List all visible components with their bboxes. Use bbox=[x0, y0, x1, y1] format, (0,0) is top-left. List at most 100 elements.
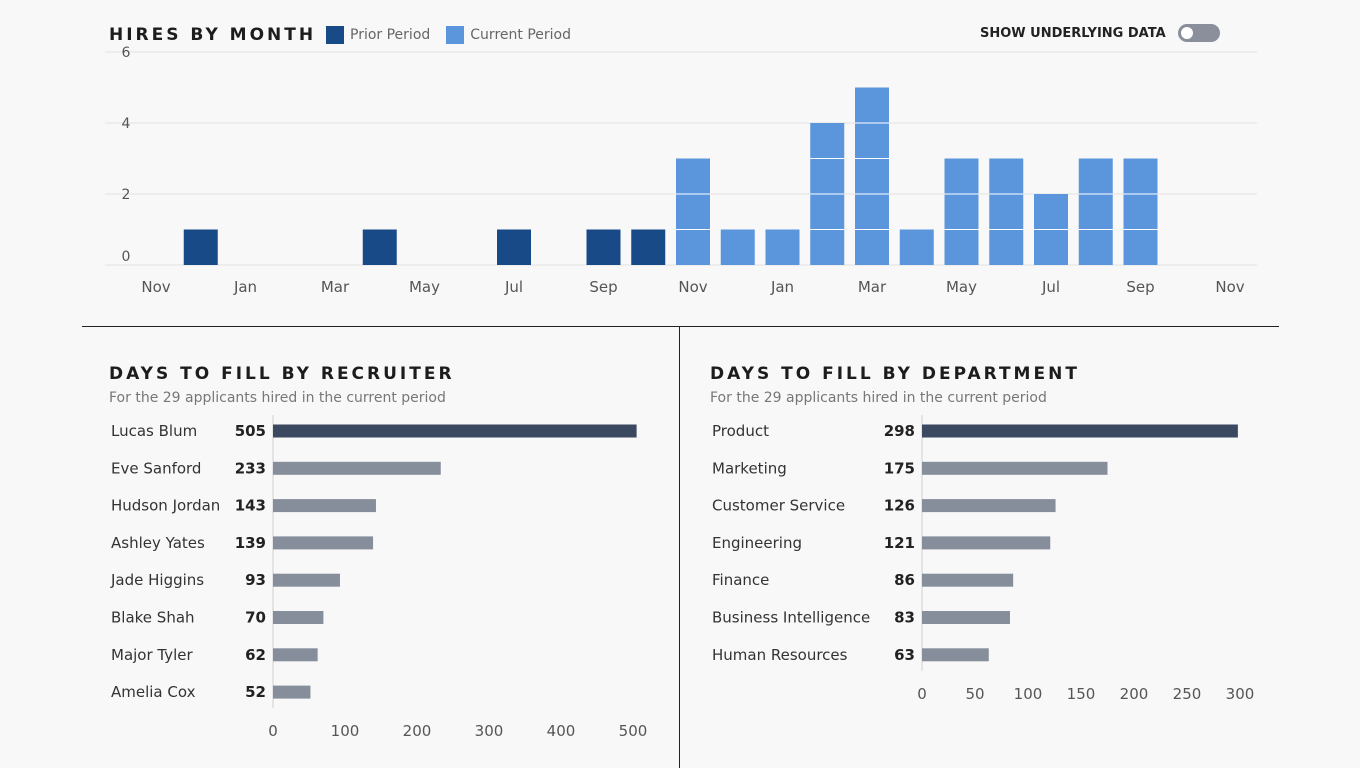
recruiter-x-tick-label: 100 bbox=[331, 722, 360, 740]
recruiter-chart-title: DAYS TO FILL BY RECRUITER bbox=[109, 364, 455, 384]
hires-chart-title: HIRES BY MONTH bbox=[109, 25, 317, 45]
hires-bar bbox=[765, 229, 800, 265]
vertical-divider bbox=[679, 327, 680, 768]
hires-bar bbox=[676, 158, 710, 265]
hires-x-tick-label: Mar bbox=[321, 278, 350, 296]
recruiter-bar bbox=[273, 536, 374, 550]
hires-bar bbox=[989, 158, 1024, 265]
hires-x-tick-label: Nov bbox=[678, 278, 707, 296]
department-category-label: Human Resources bbox=[712, 646, 848, 664]
department-value-label: 121 bbox=[884, 534, 915, 552]
recruiter-bar bbox=[273, 573, 340, 587]
hires-x-tick-label: Jan bbox=[770, 278, 794, 296]
recruiter-value-label: 70 bbox=[245, 609, 266, 627]
department-category-label: Business Intelligence bbox=[712, 609, 870, 627]
department-x-tick-label: 100 bbox=[1014, 685, 1043, 703]
department-category-label: Marketing bbox=[712, 459, 787, 477]
hires-bar bbox=[720, 229, 755, 265]
legend-current-label: Current Period bbox=[470, 27, 571, 43]
recruiter-value-label: 139 bbox=[235, 534, 266, 552]
recruiter-bar bbox=[273, 685, 311, 699]
recruiter-value-label: 233 bbox=[235, 459, 266, 477]
recruiter-category-label: Ashley Yates bbox=[111, 534, 205, 552]
recruiter-value-label: 143 bbox=[235, 497, 266, 515]
hires-x-tick-label: Nov bbox=[141, 278, 170, 296]
legend-current-swatch bbox=[446, 26, 465, 44]
department-bar bbox=[922, 499, 1056, 513]
show-underlying-data-control: SHOW UNDERLYING DATA bbox=[980, 24, 1220, 42]
department-chart-subtitle: For the 29 applicants hired in the curre… bbox=[710, 390, 1047, 406]
hires-x-tick-label: May bbox=[946, 278, 977, 296]
department-x-tick-label: 250 bbox=[1173, 685, 1202, 703]
recruiter-x-tick-label: 500 bbox=[619, 722, 648, 740]
horizontal-divider bbox=[82, 326, 1279, 327]
hires-x-tick-label: Sep bbox=[1126, 278, 1154, 296]
department-category-label: Customer Service bbox=[712, 497, 845, 515]
recruiter-category-label: Major Tyler bbox=[111, 646, 194, 664]
hires-bar bbox=[1078, 158, 1113, 265]
recruiter-x-tick-label: 200 bbox=[403, 722, 432, 740]
hires-x-tick-label: Mar bbox=[858, 278, 887, 296]
department-bar bbox=[922, 536, 1051, 550]
department-value-label: 83 bbox=[894, 609, 915, 627]
legend-current-period[interactable]: Current Period bbox=[446, 26, 571, 44]
department-x-tick-label: 50 bbox=[965, 685, 984, 703]
hires-bar bbox=[855, 87, 889, 265]
department-value-label: 86 bbox=[894, 571, 915, 589]
hires-x-tick-label: Jul bbox=[504, 278, 523, 296]
hires-x-tick-label: Jan bbox=[233, 278, 257, 296]
department-x-tick-label: 0 bbox=[917, 685, 927, 703]
recruiter-category-label: Blake Shah bbox=[111, 609, 195, 627]
recruiter-value-label: 505 bbox=[235, 422, 266, 440]
recruiter-category-label: Lucas Blum bbox=[111, 422, 197, 440]
recruiter-x-tick-label: 400 bbox=[547, 722, 576, 740]
recruiter-value-label: 52 bbox=[245, 683, 266, 701]
hires-x-tick-label: Jul bbox=[1041, 278, 1060, 296]
department-value-label: 298 bbox=[884, 422, 915, 440]
recruiter-bar bbox=[273, 611, 324, 624]
department-x-tick-label: 150 bbox=[1067, 685, 1096, 703]
hires-bar bbox=[497, 229, 531, 265]
department-x-tick-label: 300 bbox=[1226, 685, 1255, 703]
recruiter-chart-subtitle: For the 29 applicants hired in the curre… bbox=[109, 390, 446, 406]
legend-prior-period[interactable]: Prior Period bbox=[326, 26, 430, 44]
show-underlying-data-label: SHOW UNDERLYING DATA bbox=[980, 25, 1166, 41]
hires-bar bbox=[631, 229, 666, 265]
recruiter-category-label: Jade Higgins bbox=[110, 571, 204, 589]
recruiter-value-label: 62 bbox=[245, 646, 266, 664]
toggle-knob bbox=[1180, 27, 1193, 39]
department-chart-title: DAYS TO FILL BY DEPARTMENT bbox=[710, 364, 1080, 384]
recruiter-x-tick-label: 0 bbox=[268, 722, 278, 740]
legend-prior-swatch bbox=[326, 26, 344, 44]
recruiter-bar bbox=[273, 424, 637, 438]
department-bar bbox=[922, 573, 1014, 587]
hires-x-tick-label: May bbox=[409, 278, 440, 296]
hires-y-tick-label: 4 bbox=[122, 116, 131, 132]
recruiter-category-label: Amelia Cox bbox=[111, 683, 196, 701]
department-bar bbox=[922, 461, 1108, 475]
department-bar bbox=[922, 424, 1238, 438]
department-category-label: Finance bbox=[712, 571, 769, 589]
recruiter-category-label: Hudson Jordan bbox=[111, 497, 220, 515]
hires-bar bbox=[362, 229, 397, 265]
recruiter-x-tick-label: 300 bbox=[475, 722, 504, 740]
hires-bar bbox=[1123, 158, 1158, 265]
department-x-tick-label: 200 bbox=[1120, 685, 1149, 703]
department-category-label: Engineering bbox=[712, 534, 802, 552]
hires-x-tick-label: Nov bbox=[1215, 278, 1244, 296]
hires-y-tick-label: 6 bbox=[122, 45, 131, 61]
department-value-label: 175 bbox=[884, 459, 915, 477]
legend-prior-label: Prior Period bbox=[350, 27, 431, 43]
hires-y-tick-label: 2 bbox=[122, 187, 131, 203]
show-underlying-data-toggle[interactable] bbox=[1177, 24, 1220, 42]
department-value-label: 63 bbox=[894, 646, 915, 664]
hires-bar bbox=[944, 158, 979, 265]
department-value-label: 126 bbox=[884, 497, 915, 515]
hires-y-tick-label: 0 bbox=[122, 249, 131, 265]
recruiter-bar bbox=[273, 499, 376, 513]
hires-bar bbox=[899, 229, 934, 265]
recruiter-category-label: Eve Sanford bbox=[111, 459, 201, 477]
recruiter-bar bbox=[273, 461, 441, 475]
recruiter-value-label: 93 bbox=[245, 571, 266, 589]
